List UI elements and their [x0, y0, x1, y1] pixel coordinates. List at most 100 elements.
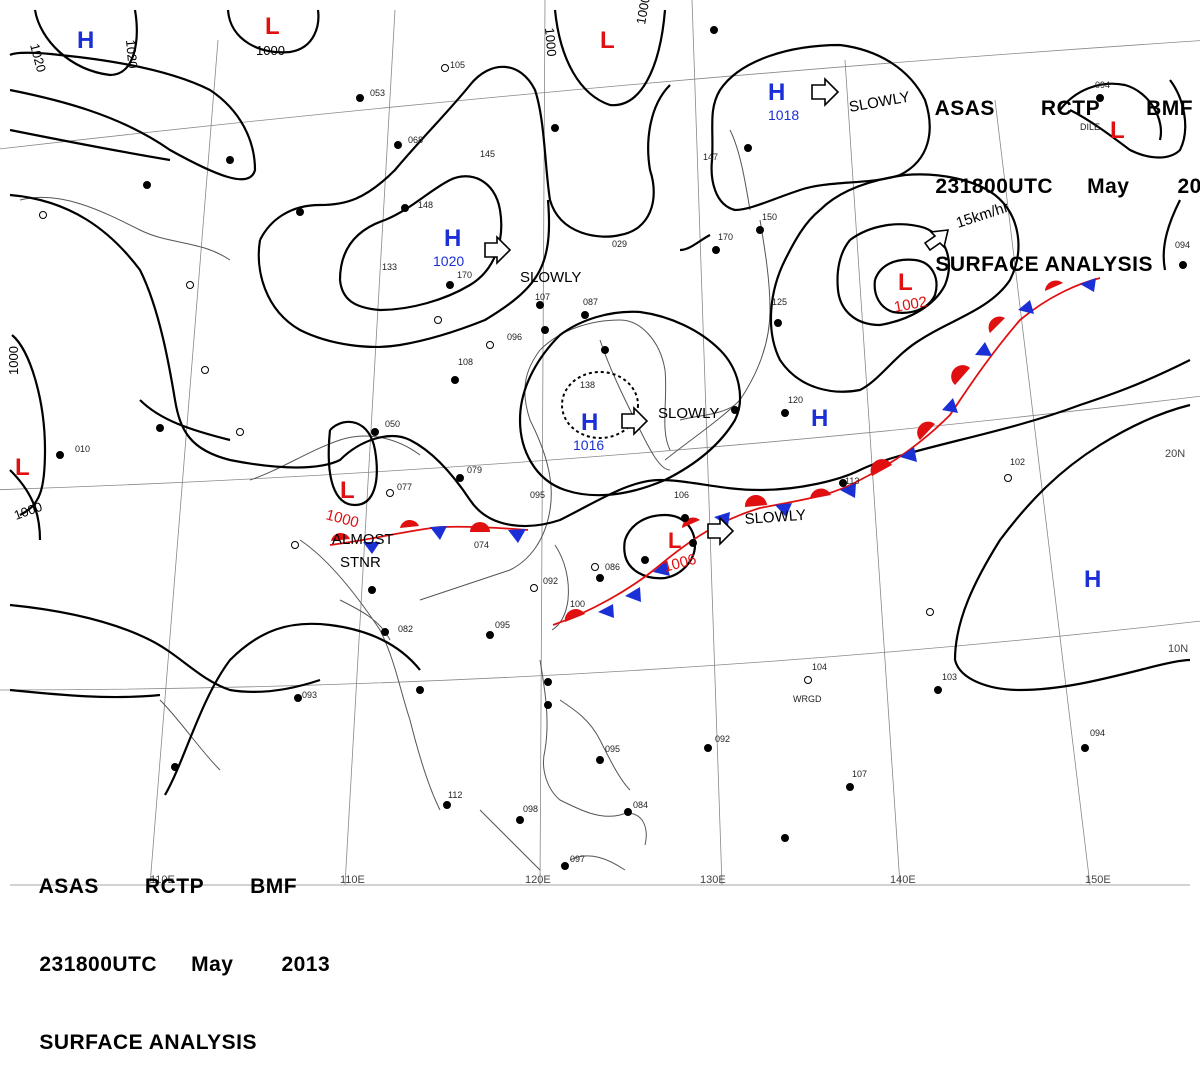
- header-bottom: ASAS RCTP BMF 231800UTC May 2013 SURFACE ANA…: [14, 796, 330, 1056]
- surface-analysis-map: 1020 1020 1000 1000 1000 1000: [0, 0, 1200, 886]
- station-value: 094: [1090, 728, 1105, 738]
- graticule: [0, 0, 1200, 886]
- station-value: 077: [397, 482, 412, 492]
- low-pressure-symbol: L: [898, 269, 913, 296]
- header-agency: ASAS: [38, 875, 99, 898]
- motion-arrow-icon: [707, 516, 735, 546]
- station-value: 096: [507, 332, 522, 342]
- longitude-label: 110E: [340, 874, 365, 886]
- low-pressure-symbol: L: [668, 528, 681, 553]
- header-code: BMF: [1146, 97, 1194, 120]
- stationary-label: ALMOST: [332, 531, 394, 548]
- station-value: 098: [523, 804, 538, 814]
- motion-label: SLOWLY: [520, 269, 581, 286]
- pressure-value: 1020: [433, 253, 464, 269]
- station-value: 104: [812, 662, 827, 672]
- station-value: 097: [570, 854, 585, 864]
- station-value: 170: [718, 232, 733, 242]
- header-station: RCTP: [1040, 97, 1101, 120]
- stationary-label: STNR: [340, 554, 381, 571]
- motion-label: SLOWLY: [744, 507, 806, 528]
- low-pressure-symbol: L: [15, 454, 30, 481]
- longitude-label: 110E: [150, 874, 175, 886]
- coastlines: [19, 129, 771, 871]
- motion-arrow-icon: [621, 406, 649, 436]
- station-value: 094: [1095, 80, 1110, 90]
- header-line-2: 231800UTC May 2013: [910, 148, 1200, 198]
- station-value: 133: [382, 262, 397, 272]
- header-month: May: [191, 953, 234, 976]
- header-line-1: ASAS RCTP BMF: [14, 848, 314, 898]
- latitude-labels: 20N 10N: [1165, 448, 1188, 655]
- station-value: 112: [448, 790, 462, 800]
- station-markers: [39, 26, 1187, 870]
- pressure-value: 1016: [573, 437, 604, 453]
- station-value: 148: [418, 200, 433, 210]
- header-top: ASAS RCTP BMF 231800UTC May 2013 SURFACE ANA…: [910, 18, 1200, 278]
- station-value: 095: [530, 490, 545, 500]
- station-value: 100: [570, 599, 585, 609]
- station-value: 095: [495, 620, 510, 630]
- isobars: [9, 9, 1191, 796]
- motion-arrow-icon: [811, 77, 840, 107]
- header-code: BMF: [250, 875, 298, 898]
- high-pressure-symbol: H: [768, 79, 785, 106]
- isobar-label: 1020: [27, 42, 49, 74]
- station-value: 170: [457, 270, 472, 280]
- longitude-label: 140E: [890, 874, 916, 886]
- misc-label: DILE: [1080, 122, 1100, 132]
- longitude-label: 150E: [1085, 874, 1111, 886]
- station-value: 053: [370, 88, 385, 98]
- station-value: 068: [408, 135, 423, 145]
- header-line-3: SURFACE ANALYSIS: [910, 226, 1192, 276]
- station-value: 107: [535, 292, 550, 302]
- header-title: SURFACE ANALYSIS: [39, 1031, 257, 1054]
- high-pressure-symbol: H: [1084, 566, 1101, 593]
- station-value: 094: [1175, 240, 1190, 250]
- header-year: 2013: [281, 953, 331, 976]
- longitude-labels: 110E 110E 120E 130E 140E 150E: [150, 874, 1111, 886]
- motion-arrows: [484, 77, 950, 546]
- low-pressure-symbol: L: [1110, 117, 1125, 144]
- station-value: 147: [703, 152, 718, 162]
- low-pressure-symbol: L: [340, 477, 355, 504]
- dashed-isobar: [561, 371, 639, 439]
- isobar-labels: 1020 1020 1000 1000 1000 1000: [6, 0, 653, 523]
- header-time: 231800UTC: [935, 175, 1054, 198]
- station-value: 087: [583, 297, 598, 307]
- motion-arrow-icon: [484, 235, 512, 265]
- station-value: 095: [605, 744, 620, 754]
- pressure-value: 1018: [768, 107, 799, 123]
- high-pressure-symbol: H: [77, 27, 94, 54]
- isobar-label: 1020: [123, 39, 140, 69]
- header-time: 231800UTC: [39, 953, 158, 976]
- low-pressure-symbol: L: [265, 13, 280, 40]
- header-line-2: 231800UTC May 2013: [14, 926, 329, 976]
- high-pressure-symbol: H: [581, 409, 598, 436]
- station-value: 106: [674, 490, 689, 500]
- low-pressure-symbol: L: [600, 27, 615, 54]
- front-west: [329, 519, 529, 554]
- misc-label: WRGD: [793, 694, 822, 704]
- station-value: 092: [543, 576, 558, 586]
- header-year: 2013: [1177, 175, 1200, 198]
- header-line-1: ASAS RCTP BMF: [910, 70, 1193, 120]
- station-value: 082: [398, 624, 413, 634]
- station-value: 105: [450, 60, 465, 70]
- header-title: SURFACE ANALYSIS: [935, 253, 1153, 276]
- station-value: 079: [467, 465, 482, 475]
- pressure-value: 1002: [893, 293, 929, 316]
- station-value: 050: [385, 419, 400, 429]
- station-value: 092: [715, 734, 730, 744]
- station-value: 125: [772, 297, 787, 307]
- high-pressure-symbol: H: [811, 405, 828, 432]
- station-value: 084: [633, 800, 648, 810]
- station-value: 010: [75, 444, 90, 454]
- station-value: 029: [612, 239, 627, 249]
- station-value: 145: [480, 149, 495, 159]
- high-pressure-symbol: H: [444, 225, 461, 252]
- station-value: 074: [474, 540, 489, 550]
- station-value: 086: [605, 562, 620, 572]
- station-value: 138: [580, 380, 595, 390]
- station-value: 093: [302, 690, 317, 700]
